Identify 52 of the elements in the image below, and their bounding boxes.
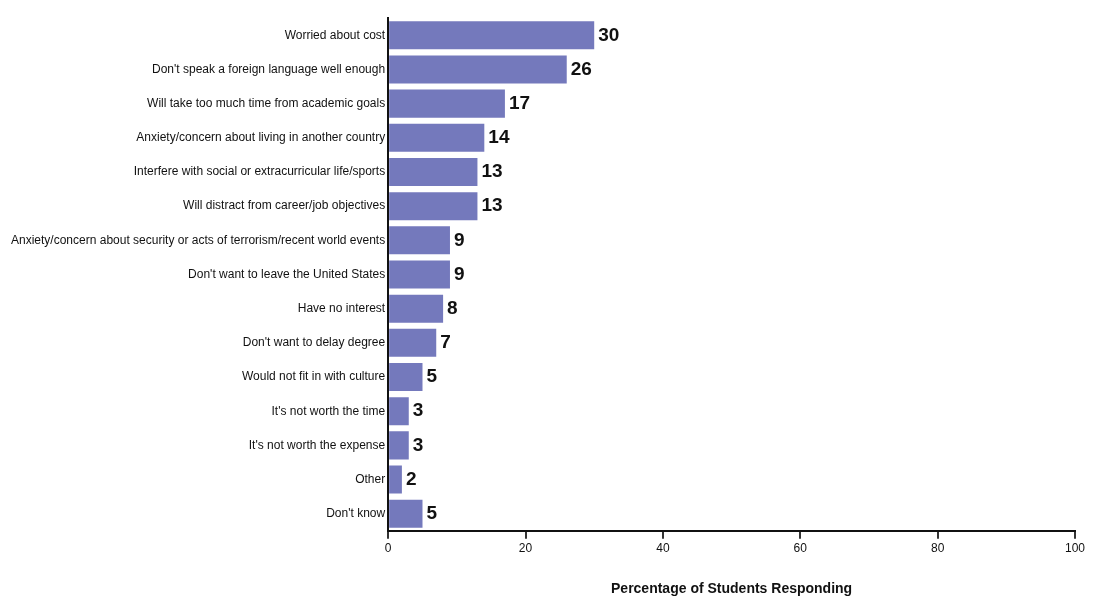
bar <box>389 192 478 221</box>
x-tick-label: 20 <box>518 541 533 556</box>
y-tick-label: Will distract from career/job objectives <box>183 198 386 213</box>
bar <box>389 499 423 528</box>
y-tick-label: Will take too much time from academic goals <box>147 95 386 110</box>
x-axis-title: Percentage of Students Responding <box>611 580 853 597</box>
y-tick-label: Other <box>355 471 386 486</box>
x-tick-label: 60 <box>793 541 808 556</box>
data-label: 8 <box>447 296 458 318</box>
x-tick-label: 80 <box>930 541 945 556</box>
data-label: 13 <box>481 160 503 182</box>
y-tick-label: It's not worth the time <box>271 403 386 418</box>
y-tick-label: Have no interest <box>297 300 386 315</box>
x-tick-label: 0 <box>384 541 392 556</box>
data-label: 7 <box>440 331 451 353</box>
y-tick-label: Don't want to leave the United States <box>188 266 386 281</box>
bar <box>389 123 485 152</box>
bar <box>389 55 567 84</box>
bar <box>389 328 437 357</box>
data-label: 17 <box>508 91 531 113</box>
bar <box>389 157 478 186</box>
bar <box>389 260 450 289</box>
data-label: 5 <box>426 501 438 523</box>
data-label: 9 <box>453 262 465 284</box>
bar <box>389 363 423 392</box>
bar <box>389 397 409 426</box>
data-label: 30 <box>598 23 620 45</box>
y-tick-label: Don't want to delay degree <box>242 335 386 350</box>
data-label: 2 <box>405 467 417 489</box>
y-tick-label: Don't speak a foreign language well enough <box>152 61 386 76</box>
data-label: 3 <box>412 399 424 421</box>
y-tick-label: Don't know <box>326 506 386 521</box>
bar <box>389 294 444 323</box>
data-label: 13 <box>481 194 503 216</box>
y-tick-label: It's not worth the expense <box>248 437 386 452</box>
y-tick-label: Anxiety/concern about security or acts of terrorism/recent world events <box>11 232 386 247</box>
x-tick-label: 100 <box>1064 541 1086 556</box>
y-tick-label: Worried about cost <box>284 27 386 42</box>
y-tick-label: Would not fit in with culture <box>241 369 386 384</box>
bar <box>389 21 595 50</box>
y-tick-label: Anxiety/concern about living in another country <box>136 130 386 145</box>
x-tick-label: 40 <box>656 541 670 556</box>
bar <box>389 465 402 494</box>
y-tick-label: Interfere with social or extracurricular life/sports <box>133 164 386 179</box>
data-label: 5 <box>426 365 438 387</box>
bar <box>389 431 409 460</box>
bar <box>389 226 450 255</box>
data-label: 14 <box>488 126 510 148</box>
data-label: 9 <box>453 228 465 250</box>
data-label: 3 <box>412 433 424 455</box>
bar <box>389 89 505 118</box>
data-label: 26 <box>570 57 592 79</box>
